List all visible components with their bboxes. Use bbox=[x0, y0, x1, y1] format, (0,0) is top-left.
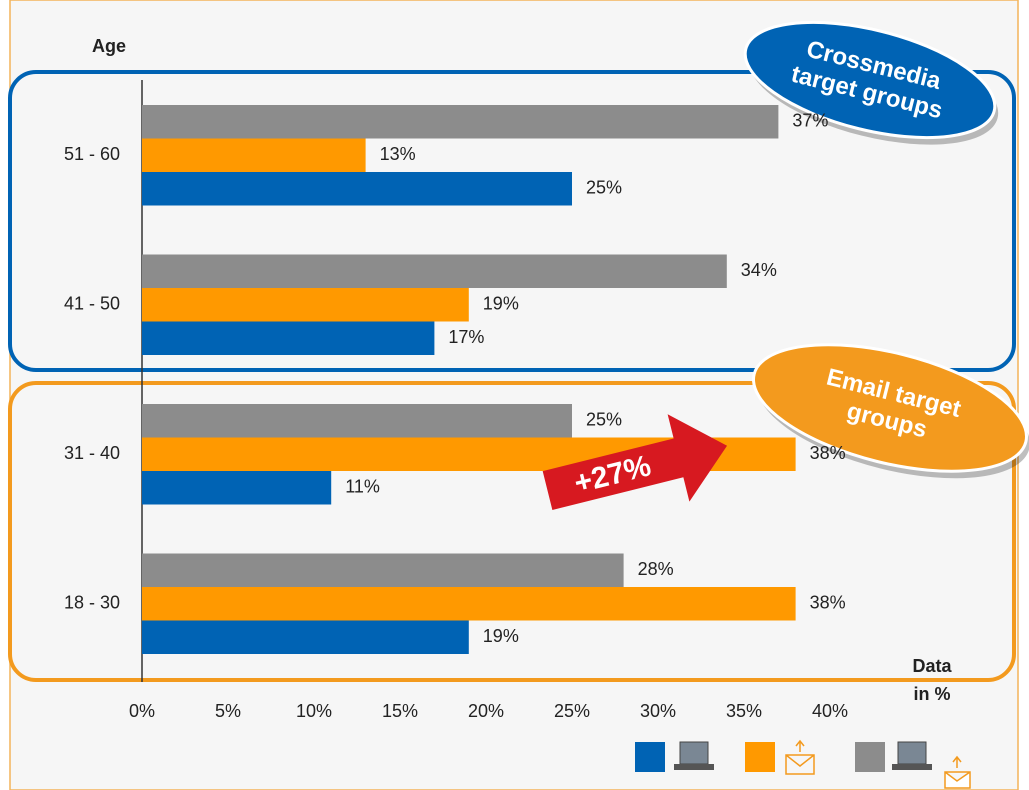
category-label: 18 - 30 bbox=[64, 593, 120, 613]
axis-title: Age bbox=[92, 36, 126, 56]
value-label: 13% bbox=[380, 144, 416, 164]
value-label: 34% bbox=[741, 260, 777, 280]
x-tick-label: 35% bbox=[726, 701, 762, 721]
value-label: 28% bbox=[638, 559, 674, 579]
x-tick-label: 20% bbox=[468, 701, 504, 721]
value-label: 38% bbox=[810, 593, 846, 613]
bar bbox=[142, 288, 469, 322]
legend-swatch bbox=[745, 742, 775, 772]
bar bbox=[142, 553, 624, 587]
value-label: 19% bbox=[483, 626, 519, 646]
x-tick-label: 40% bbox=[812, 701, 848, 721]
arrow-shape bbox=[542, 414, 728, 510]
callout-bubble bbox=[752, 343, 1028, 473]
crossmedia-frame bbox=[8, 70, 1016, 372]
x-tick-label: 10% bbox=[296, 701, 332, 721]
category-label: 51 - 60 bbox=[64, 144, 120, 164]
envelope-icon bbox=[785, 739, 815, 775]
x-tick-label: 15% bbox=[382, 701, 418, 721]
x-tick-label: 30% bbox=[640, 701, 676, 721]
value-label: 11% bbox=[345, 477, 380, 497]
value-label: 38% bbox=[810, 443, 846, 463]
email-frame bbox=[8, 381, 1016, 682]
value-label: 25% bbox=[586, 178, 622, 198]
x-tick-label: 0% bbox=[129, 701, 155, 721]
category-label: 41 - 50 bbox=[64, 294, 120, 314]
legend-swatch bbox=[635, 742, 665, 772]
bar bbox=[142, 172, 572, 206]
callout-bubble bbox=[743, 20, 997, 140]
bar bbox=[142, 105, 779, 139]
legend-swatch bbox=[855, 742, 885, 772]
value-label: 37% bbox=[792, 111, 828, 131]
laptop-email-icon bbox=[892, 741, 971, 789]
value-label: 19% bbox=[483, 294, 519, 314]
x-tick-label: 25% bbox=[554, 701, 590, 721]
bar bbox=[142, 138, 366, 172]
legend bbox=[635, 739, 971, 789]
bar bbox=[142, 254, 727, 288]
bar bbox=[142, 471, 332, 505]
value-label: 25% bbox=[586, 410, 622, 430]
bar bbox=[142, 321, 435, 355]
bar bbox=[142, 587, 796, 621]
category-label: 31 - 40 bbox=[64, 443, 120, 463]
axis-unit-label: in % bbox=[913, 684, 950, 704]
bar bbox=[142, 620, 469, 654]
value-label: 17% bbox=[448, 327, 484, 347]
axis-unit-label: Data bbox=[912, 656, 952, 676]
laptop-icon bbox=[674, 741, 714, 770]
bar bbox=[142, 404, 572, 438]
x-tick-label: 5% bbox=[215, 701, 241, 721]
